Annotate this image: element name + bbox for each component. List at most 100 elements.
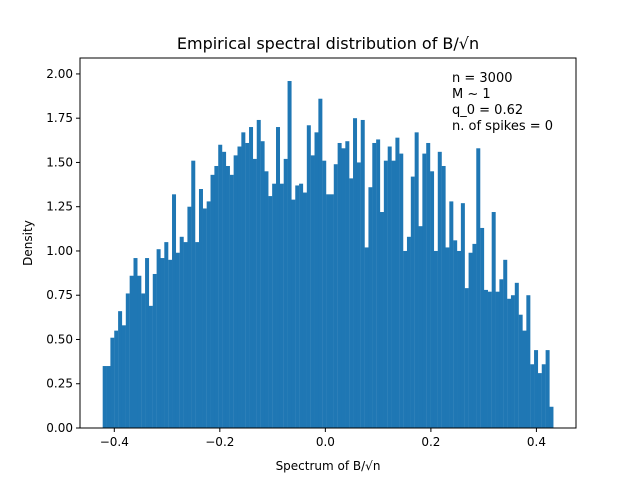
histogram-bar (403, 250, 408, 428)
histogram-bar (152, 273, 157, 428)
histogram-bar (291, 199, 296, 428)
histogram-bar (145, 258, 150, 428)
histogram-bar (114, 330, 119, 428)
histogram-bar (133, 258, 138, 428)
histogram-bar (241, 132, 246, 428)
histogram-bar (164, 242, 169, 428)
histogram-bar (256, 119, 261, 429)
histogram-bar (418, 226, 423, 428)
histogram-bar (187, 206, 192, 428)
y-tick-label: 1.50 (46, 155, 73, 169)
histogram-bar (121, 325, 126, 428)
histogram-bar (306, 125, 311, 429)
histogram-bar (368, 187, 373, 428)
histogram-bar (399, 153, 404, 428)
histogram-bar (391, 160, 396, 428)
histogram-bar (480, 227, 485, 428)
histogram-bar (148, 305, 153, 428)
annotation-line: M ~ 1 (452, 87, 491, 102)
histogram-bar (503, 259, 508, 428)
x-axis-ticks: −0.4 −0.2 0.0 0.2 0.4 (100, 428, 546, 449)
histogram-bar (337, 142, 342, 429)
histogram-bar (472, 243, 477, 428)
histogram-bar (349, 178, 354, 428)
histogram-bar (545, 350, 550, 428)
histogram-bar (202, 208, 207, 428)
histogram-bar (437, 151, 442, 428)
histogram-bar (376, 139, 381, 428)
histogram-bar (287, 81, 292, 428)
y-axis-ticks: 0.00 0.25 0.50 0.75 1.00 1.25 1.50 1.75 2.00 (46, 67, 80, 435)
histogram-bar (487, 291, 492, 428)
histogram-bar (364, 247, 369, 428)
histogram-bar (276, 127, 281, 428)
histogram-bar (534, 350, 539, 428)
histogram-bar (433, 250, 438, 428)
y-tick-label: 0.25 (46, 377, 73, 391)
x-tick-label: 0.2 (421, 435, 440, 449)
histogram-bar (233, 155, 238, 428)
histogram-bar (179, 236, 184, 428)
histogram-bar (191, 160, 196, 428)
y-tick-label: 2.00 (46, 67, 73, 81)
x-tick-label: 0.0 (316, 435, 335, 449)
histogram-bar (372, 142, 377, 429)
histogram-bar (468, 252, 473, 428)
histogram-bar (356, 162, 361, 428)
histogram-bar (175, 252, 180, 428)
histogram-bar (283, 158, 288, 428)
histogram-bar (460, 203, 465, 428)
annotation-line: q_0 = 0.62 (452, 103, 523, 118)
histogram-bar (195, 242, 200, 428)
histogram-bar (537, 373, 542, 428)
histogram-bar (245, 142, 250, 429)
plot-area-frame (79, 57, 577, 429)
histogram-bar (341, 148, 346, 429)
histogram-bar (125, 293, 130, 428)
histogram-bar (507, 298, 512, 428)
histogram-bar (414, 132, 419, 428)
histogram-bar (476, 148, 481, 429)
histogram-bar (314, 132, 319, 428)
histogram-bar (110, 337, 115, 428)
histogram-bar (387, 146, 392, 428)
histogram-bar (310, 155, 315, 428)
histogram-bar (272, 183, 277, 428)
histogram-bar (526, 295, 531, 428)
histogram-bar (457, 250, 462, 428)
histogram-bar (299, 183, 304, 428)
histogram-bar (252, 158, 257, 428)
y-tick-label: 1.00 (46, 244, 73, 258)
y-tick-label: 0.00 (46, 421, 73, 435)
histogram-bar (426, 142, 431, 429)
histogram-bar (406, 236, 411, 428)
histogram-bar (491, 212, 496, 428)
histogram-bar (445, 247, 450, 428)
histogram-bar (360, 119, 365, 429)
histogram-bars (102, 81, 554, 429)
histogram-bar (549, 406, 554, 428)
histogram-bar (514, 282, 519, 428)
y-axis-label: Density (21, 220, 35, 266)
histogram-bar (422, 153, 427, 428)
histogram-bar (395, 137, 400, 429)
annotation-line: n = 3000 (452, 71, 512, 86)
annotation-line: n. of spikes = 0 (452, 119, 553, 134)
histogram-bar (268, 196, 273, 428)
histogram-bar (483, 289, 488, 428)
histogram-bar (410, 176, 415, 428)
histogram-bar (430, 171, 435, 429)
histogram-bar (510, 295, 515, 428)
histogram-bar (225, 165, 230, 429)
histogram-bar (198, 189, 203, 428)
histogram-bar (464, 288, 469, 428)
histogram-bar (383, 160, 388, 428)
histogram-bar (172, 194, 177, 428)
histogram-bar (264, 171, 269, 429)
y-tick-label: 1.25 (46, 200, 73, 214)
histogram-bar (326, 194, 331, 428)
histogram-bar (333, 164, 338, 428)
histogram-bar (106, 366, 111, 428)
